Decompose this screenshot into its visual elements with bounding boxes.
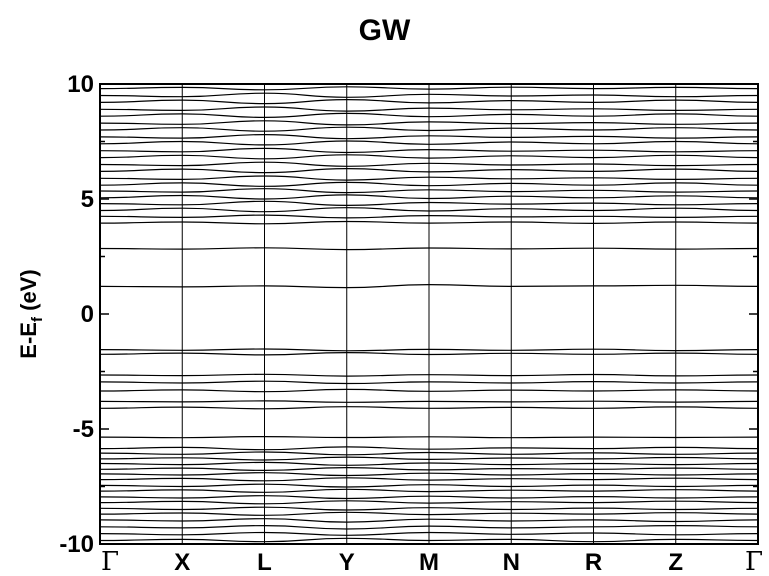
y-tick-label: 0 <box>81 301 94 328</box>
y-axis-label-tail: (eV) <box>16 269 41 317</box>
chart-title: GW <box>358 14 411 47</box>
y-tick-label: 5 <box>81 186 94 213</box>
high-symmetry-lines <box>181 84 677 544</box>
k-point-label: R <box>585 549 602 576</box>
k-point-label: Y <box>339 549 355 576</box>
k-point-label: M <box>419 549 439 576</box>
plot-frame <box>99 83 759 545</box>
k-point-label: Z <box>668 549 683 576</box>
y-axis-label: E-Ef (eV) <box>16 269 46 358</box>
y-tick-label: -10 <box>59 531 94 558</box>
k-point-label: X <box>174 549 190 576</box>
y-tick-labels: -10 -5 0 5 10 <box>59 71 94 558</box>
k-point-label: Γ <box>101 547 119 576</box>
k-point-label: Γ <box>745 547 763 576</box>
y-tick-label: 10 <box>67 71 94 98</box>
y-tick-label: -5 <box>73 416 94 443</box>
y-axis-label-sub: f <box>29 316 46 322</box>
k-point-label: N <box>503 549 520 576</box>
y-axis-label-main: E-E <box>16 322 41 359</box>
k-point-label: L <box>257 549 272 576</box>
